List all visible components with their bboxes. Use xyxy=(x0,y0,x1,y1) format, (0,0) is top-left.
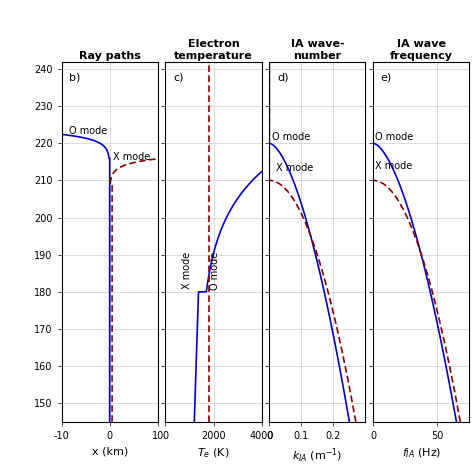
Title: IA wave-
number: IA wave- number xyxy=(291,39,344,61)
Text: X mode: X mode xyxy=(375,161,412,171)
Title: Electron
temperature: Electron temperature xyxy=(174,39,253,61)
Text: O mode: O mode xyxy=(375,132,413,142)
Text: b): b) xyxy=(69,73,81,82)
Text: X mode: X mode xyxy=(113,152,150,162)
Title: Ray paths: Ray paths xyxy=(79,51,141,61)
Text: O mode: O mode xyxy=(69,126,107,136)
Text: d): d) xyxy=(277,73,289,82)
Text: e): e) xyxy=(381,73,392,82)
Text: c): c) xyxy=(173,73,183,82)
X-axis label: $T_e$ (K): $T_e$ (K) xyxy=(197,447,230,460)
Text: O mode: O mode xyxy=(273,132,311,142)
X-axis label: $f_{IA}$ (Hz): $f_{IA}$ (Hz) xyxy=(401,447,441,460)
Text: X mode: X mode xyxy=(182,252,191,289)
Text: X mode: X mode xyxy=(276,163,313,173)
X-axis label: $k_{IA}$ (m$^{-1}$): $k_{IA}$ (m$^{-1}$) xyxy=(292,447,343,465)
X-axis label: x (km): x (km) xyxy=(91,447,128,456)
Title: IA wave
frequency: IA wave frequency xyxy=(390,39,453,61)
Text: O mode: O mode xyxy=(210,251,220,290)
